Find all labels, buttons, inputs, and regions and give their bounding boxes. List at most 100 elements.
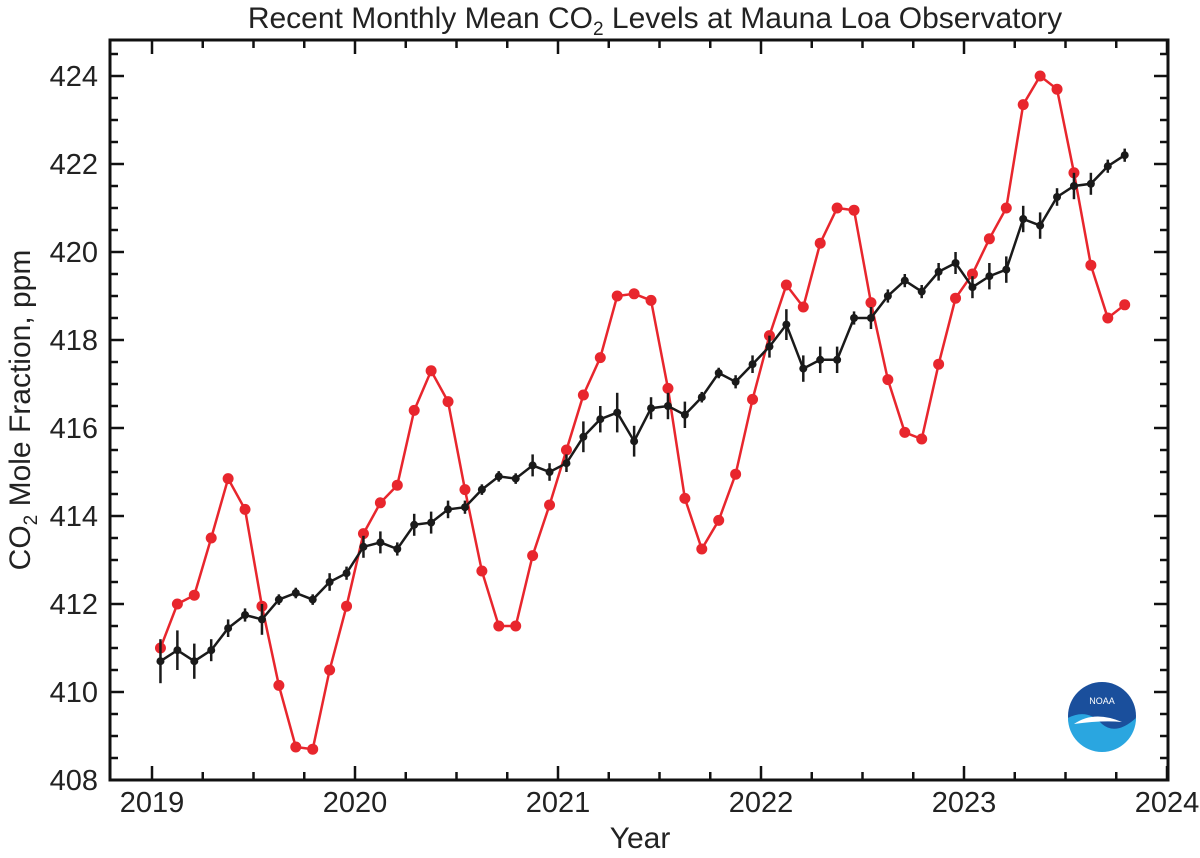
corrected-point xyxy=(1103,162,1112,171)
corrected-point xyxy=(985,272,994,281)
corrected-point xyxy=(241,611,250,619)
monthly-mean-point xyxy=(1119,299,1131,311)
monthly-mean-point xyxy=(459,484,471,496)
monthly-mean-point xyxy=(493,620,505,632)
monthly-mean-point xyxy=(662,382,674,394)
series-monthly-mean xyxy=(154,70,1131,755)
monthly-mean-point xyxy=(696,543,708,555)
monthly-mean-point xyxy=(831,202,843,214)
x-tick-label: 2021 xyxy=(526,787,591,819)
corrected-point xyxy=(833,355,842,364)
corrected-point xyxy=(444,505,453,514)
monthly-mean-point xyxy=(1017,99,1029,111)
monthly-mean-point xyxy=(594,352,606,364)
corrected-point xyxy=(291,589,300,597)
x-tick-label: 2024 xyxy=(1135,787,1200,819)
monthly-mean-point xyxy=(865,297,877,309)
corrected-point xyxy=(765,342,774,351)
x-tick-labels: 2019 2020 2021 2022 2023 2024 xyxy=(120,787,1200,819)
monthly-mean-point xyxy=(848,204,860,216)
monthly-mean-point xyxy=(442,396,454,408)
monthly-mean-point xyxy=(527,550,539,562)
corrected-point xyxy=(917,287,926,296)
corrected-point xyxy=(883,292,892,300)
monthly-mean-point xyxy=(408,404,420,416)
corrected-point xyxy=(1069,182,1078,190)
corrected-point xyxy=(951,259,960,267)
x-axis-label: Year xyxy=(610,822,671,853)
corrected-point xyxy=(562,459,571,468)
monthly-mean-point xyxy=(1034,70,1046,82)
corrected-line xyxy=(159,154,1126,663)
plot-frame xyxy=(108,38,1170,782)
monthly-mean-point xyxy=(1102,312,1114,324)
corrected-point xyxy=(494,472,503,481)
noaa-logo-text: NOAA xyxy=(1089,696,1115,706)
corrected-point xyxy=(257,615,266,624)
monthly-mean-point xyxy=(628,288,640,300)
corrected-point xyxy=(697,393,706,402)
corrected-point xyxy=(663,402,672,410)
corrected-point xyxy=(714,369,723,377)
monthly-mean-point xyxy=(713,514,725,526)
corrected-point xyxy=(613,408,622,417)
corrected-point xyxy=(647,404,656,413)
monthly-mean-point xyxy=(1051,83,1063,95)
monthly-mean-point xyxy=(899,426,911,438)
monthly-mean-point xyxy=(239,503,251,515)
monthly-mean-point xyxy=(357,528,369,540)
corrected-point xyxy=(1002,265,1011,274)
corrected-point xyxy=(850,314,859,322)
y-tick-label: 416 xyxy=(50,413,98,445)
corrected-point xyxy=(156,657,165,666)
corrected-point xyxy=(579,432,588,441)
y-tick-label: 418 xyxy=(50,325,98,357)
corrected-point xyxy=(866,314,875,322)
corrected-point xyxy=(596,415,605,424)
corrected-point xyxy=(190,657,199,666)
monthly-mean-point xyxy=(476,565,488,577)
monthly-mean-point xyxy=(560,444,572,456)
series-seasonally-corrected xyxy=(156,148,1129,684)
monthly-mean-point xyxy=(205,532,217,544)
y-tick-label: 410 xyxy=(50,677,98,709)
corrected-point xyxy=(207,646,216,655)
monthly-mean-point xyxy=(273,679,285,691)
corrected-point xyxy=(342,569,351,578)
y-tick-label: 422 xyxy=(50,149,98,181)
x-tick-label: 2022 xyxy=(729,787,794,819)
corrected-point xyxy=(460,503,469,512)
corrected-point xyxy=(731,377,740,386)
monthly-mean-point xyxy=(341,600,353,612)
monthly-mean-point xyxy=(222,473,234,485)
monthly-mean-point xyxy=(1000,202,1012,214)
corrected-point xyxy=(1120,151,1129,160)
corrected-point xyxy=(224,624,233,633)
y-tick-label: 408 xyxy=(50,765,98,797)
x-tick-label: 2023 xyxy=(932,787,997,819)
monthly-mean-point xyxy=(983,233,995,245)
corrected-point xyxy=(968,283,977,292)
y-tick-label: 412 xyxy=(50,589,98,621)
monthly-mean-point xyxy=(307,743,319,755)
axis-ticks xyxy=(110,40,1169,782)
monthly-mean-point xyxy=(780,279,792,291)
monthly-mean-point xyxy=(171,598,183,610)
monthly-mean-point xyxy=(1085,259,1097,271)
corrected-point xyxy=(630,437,639,446)
corrected-point xyxy=(1086,179,1095,188)
monthly-mean-point xyxy=(797,301,809,313)
x-tick-label: 2019 xyxy=(120,787,185,819)
monthly-mean-point xyxy=(933,358,945,370)
monthly-mean-point xyxy=(950,292,962,304)
corrected-point xyxy=(427,518,436,527)
monthly-mean-point xyxy=(374,497,386,509)
corrected-point xyxy=(1019,215,1028,223)
corrected-point xyxy=(325,578,334,586)
monthly-mean-point xyxy=(611,290,623,302)
corrected-point xyxy=(900,276,909,285)
monthly-mean-point xyxy=(679,492,691,504)
monthly-mean-line xyxy=(159,74,1126,751)
x-tick-label: 2020 xyxy=(323,787,388,819)
